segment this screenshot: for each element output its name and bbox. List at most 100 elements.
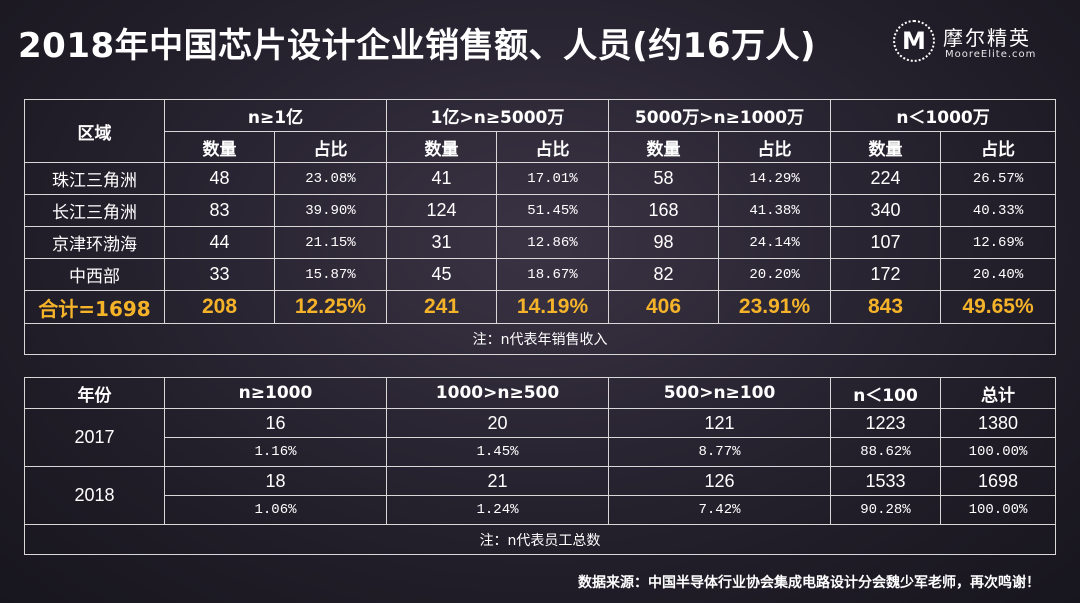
ratio-cell: 17.01% (495, 162, 610, 195)
logo-text-en: MooreElite.com (945, 49, 1037, 60)
count-header: 数量 (164, 131, 275, 163)
staff-group-header: 500>n≥100 (608, 377, 831, 409)
ratio-cell: 100.00% (940, 495, 1056, 525)
table-row: 珠江三角洲 48 23.08% 41 17.01% 58 14.29% 224 … (24, 162, 1057, 195)
table-row: 长江三角洲 83 39.90% 124 51.45% 168 41.38% 34… (24, 194, 1057, 227)
staff-note: 注：n代表员工总数 (24, 524, 1056, 555)
count-cell: 58 (608, 162, 720, 195)
ratio-cell: 1.06% (164, 495, 387, 525)
ratio-cell: 21.15% (274, 226, 387, 259)
total-cell: 12.25% (274, 290, 387, 324)
count-header: 数量 (386, 131, 497, 163)
count-cell: 82 (608, 258, 720, 291)
ratio-cell: 12.86% (495, 226, 610, 259)
ratio-cell: 90.28% (830, 495, 941, 525)
ratio-header: 占比 (274, 131, 387, 163)
ratio-cell: 39.90% (274, 194, 387, 227)
count-cell: 41 (386, 162, 497, 195)
ratio-cell: 51.45% (495, 194, 610, 227)
data-source: 数据来源：中国半导体行业协会集成电路设计分会魏少军老师，再次鸣谢！ (578, 575, 1040, 591)
total-cell: 241 (386, 290, 497, 324)
table-row: 1.06% 1.24% 7.42% 90.28% 100.00% (25, 495, 1056, 525)
ratio-cell: 1.16% (164, 437, 387, 467)
group-header: n＜1000万 (830, 99, 1057, 132)
ratio-cell: 26.57% (940, 162, 1057, 195)
table-row: 2018 18 21 126 1533 1698 (24, 466, 1056, 525)
count-cell: 126 (608, 466, 831, 496)
ratio-header: 占比 (495, 131, 610, 163)
ratio-cell: 15.87% (274, 258, 387, 291)
ratio-cell: 1.24% (386, 495, 609, 525)
count-cell: 33 (164, 258, 275, 291)
count-cell: 16 (164, 408, 387, 438)
ratio-cell: 1.45% (386, 437, 609, 467)
staff-group-header: n＜100 (830, 377, 941, 409)
count-cell: 31 (386, 226, 497, 259)
logo: M 摩尔精英 MooreElite.com (893, 20, 1068, 64)
ratio-header: 占比 (940, 131, 1057, 163)
count-cell: 1380 (940, 408, 1056, 438)
count-cell: 224 (830, 162, 942, 195)
count-cell: 121 (608, 408, 831, 438)
total-cell: 208 (164, 290, 275, 324)
ratio-cell: 14.29% (718, 162, 832, 195)
staff-table: 年份 n≥1000 1000>n≥500 500>n≥100 n＜100 总计 … (24, 377, 1056, 555)
logo-text-cn: 摩尔精英 (943, 26, 1031, 50)
group-header: n≥1亿 (164, 99, 387, 132)
ratio-cell: 24.14% (718, 226, 832, 259)
region-cell: 长江三角洲 (24, 194, 165, 227)
region-cell: 珠江三角洲 (24, 162, 165, 195)
table-row: 中西部 33 15.87% 45 18.67% 82 20.20% 172 20… (24, 258, 1057, 291)
staff-group-header: 1000>n≥500 (386, 377, 609, 409)
count-cell: 83 (164, 194, 275, 227)
count-cell: 48 (164, 162, 275, 195)
count-cell: 20 (386, 408, 609, 438)
count-cell: 124 (386, 194, 497, 227)
page-title: 2018年中国芯片设计企业销售额、人员(约16万人) (18, 26, 817, 66)
ratio-cell: 41.38% (718, 194, 832, 227)
count-cell: 1698 (940, 466, 1056, 496)
staff-total-header: 总计 (940, 377, 1056, 409)
region-cell: 京津环渤海 (24, 226, 165, 259)
table-row: 京津环渤海 44 21.15% 31 12.86% 98 24.14% 107 … (24, 226, 1057, 259)
total-cell: 843 (830, 290, 942, 324)
count-cell: 21 (386, 466, 609, 496)
count-cell: 172 (830, 258, 942, 291)
count-cell: 1533 (830, 466, 941, 496)
year-header: 年份 (24, 377, 165, 409)
count-header: 数量 (830, 131, 942, 163)
total-label: 合计=1698 (24, 290, 165, 324)
count-cell: 107 (830, 226, 942, 259)
group-header: 1亿>n≥5000万 (385, 99, 610, 132)
logo-mark-icon: M (893, 20, 935, 62)
count-cell: 340 (830, 194, 942, 227)
ratio-header: 占比 (718, 131, 832, 163)
total-cell: 406 (608, 290, 720, 324)
sales-table: 区域 n≥1亿 1亿>n≥5000万 5000万>n≥1000万 n＜1000万… (23, 99, 1057, 355)
ratio-cell: 12.69% (940, 226, 1057, 259)
group-header: 5000万>n≥1000万 (608, 99, 832, 132)
table-row: 1.16% 1.45% 8.77% 88.62% 100.00% (25, 437, 1056, 467)
count-cell: 1223 (830, 408, 941, 438)
ratio-cell: 100.00% (940, 437, 1056, 467)
year-cell: 2017 (24, 408, 165, 467)
ratio-cell: 8.77% (608, 437, 831, 467)
count-cell: 18 (164, 466, 387, 496)
ratio-cell: 20.40% (940, 258, 1057, 291)
count-header: 数量 (608, 131, 720, 163)
ratio-cell: 23.08% (274, 162, 387, 195)
ratio-cell: 18.67% (495, 258, 610, 291)
ratio-cell: 88.62% (830, 437, 941, 467)
staff-group-header: n≥1000 (164, 377, 387, 409)
ratio-cell: 7.42% (608, 495, 831, 525)
year-cell: 2018 (24, 466, 165, 525)
count-cell: 45 (386, 258, 497, 291)
sales-note: 注：n代表年销售收入 (23, 323, 1057, 355)
count-cell: 44 (164, 226, 275, 259)
ratio-cell: 40.33% (940, 194, 1057, 227)
total-row: 合计=1698 208 12.25% 241 14.19% 406 23.91%… (24, 290, 1057, 324)
total-cell: 23.91% (718, 290, 832, 324)
total-cell: 14.19% (495, 290, 610, 324)
count-cell: 98 (608, 226, 720, 259)
table-row: 2017 16 20 121 1223 1380 (24, 408, 1056, 467)
